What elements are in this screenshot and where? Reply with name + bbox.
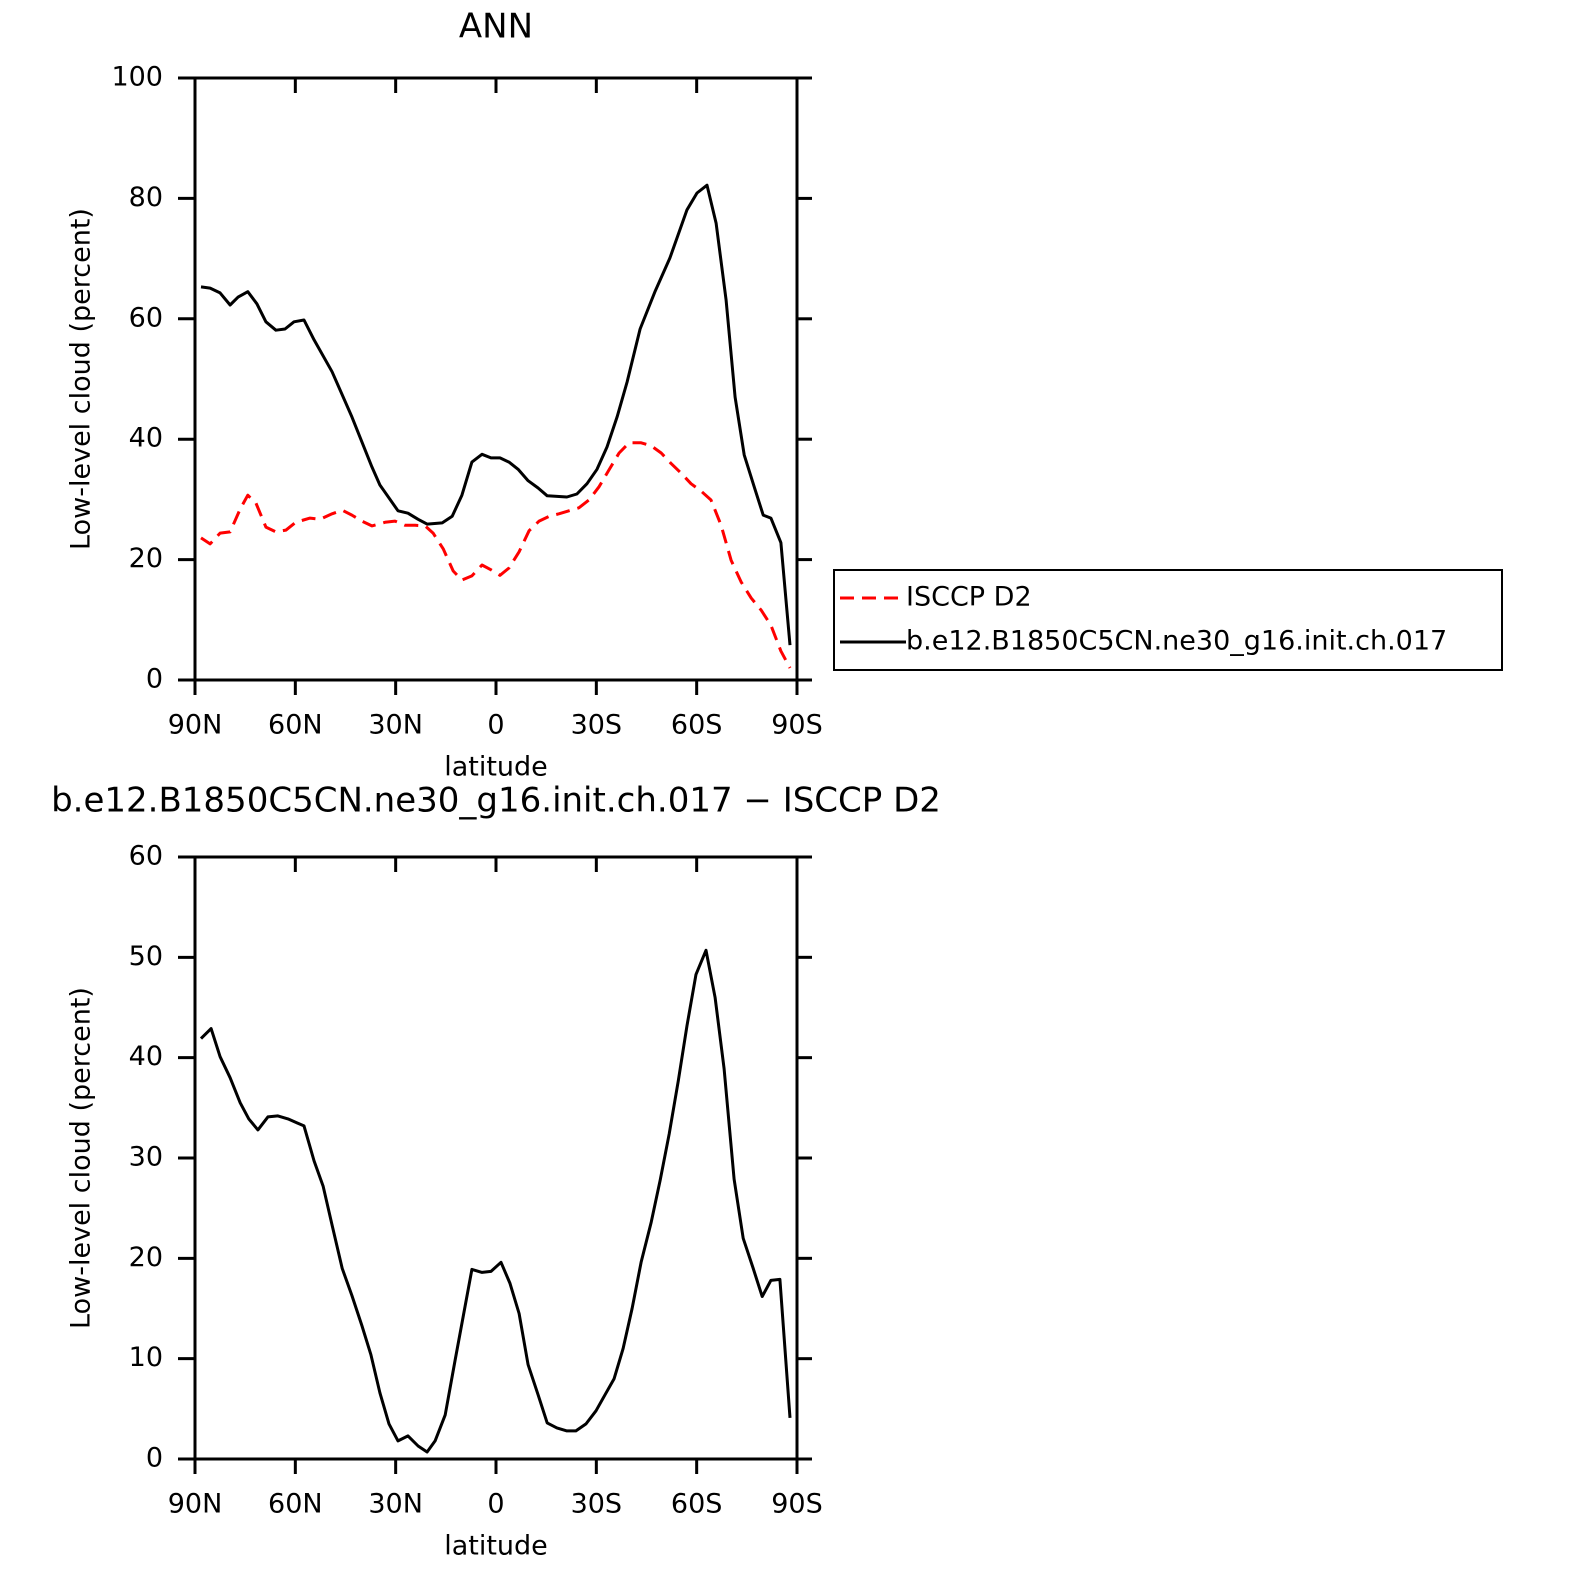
y-tick-label: 20 — [129, 543, 163, 574]
legend-label: ISCCP D2 — [906, 582, 1032, 613]
x-tick-label: 0 — [487, 710, 504, 741]
x-tick-label: 30N — [368, 1489, 423, 1520]
x-tick-label: 30S — [571, 1489, 623, 1520]
legend-label: b.e12.B1850C5CN.ne30_g16.init.ch.017 — [906, 626, 1447, 657]
x-tick-label: 30N — [368, 710, 423, 741]
x-tick-label: 60N — [268, 1489, 323, 1520]
chart-title: b.e12.B1850C5CN.ne30_g16.init.ch.017 − I… — [51, 781, 941, 821]
y-tick-label: 20 — [129, 1242, 163, 1273]
y-tick-label: 10 — [129, 1342, 163, 1373]
x-axis-label: latitude — [444, 752, 548, 783]
data-line — [199, 948, 792, 1454]
y-tick-label: 60 — [129, 841, 163, 872]
x-tick-label: 60S — [671, 710, 723, 741]
data-line — [200, 441, 792, 669]
plot-frame — [193, 855, 799, 1461]
x-tick-label: 90N — [168, 1489, 223, 1520]
x-tick-label: 90S — [771, 1489, 823, 1520]
y-axis-label: Low-level cloud (percent) — [66, 987, 97, 1329]
y-tick-label: 30 — [129, 1142, 163, 1173]
y-tick-label: 0 — [146, 1443, 163, 1474]
legend-box — [833, 569, 1503, 671]
x-tick-label: 60N — [268, 710, 323, 741]
y-tick-label: 80 — [129, 182, 163, 213]
x-tick-label: 0 — [487, 1489, 504, 1520]
chart-title: ANN — [459, 7, 533, 47]
data-line — [200, 183, 792, 646]
y-axis-label: Low-level cloud (percent) — [66, 208, 97, 550]
y-tick-label: 0 — [146, 664, 163, 695]
x-tick-label: 90N — [168, 710, 223, 741]
y-tick-label: 40 — [129, 1041, 163, 1072]
x-tick-label: 30S — [571, 710, 623, 741]
y-tick-label: 40 — [129, 423, 163, 454]
y-tick-label: 100 — [111, 62, 163, 93]
x-axis-label: latitude — [444, 1531, 548, 1562]
x-tick-label: 60S — [671, 1489, 723, 1520]
x-tick-label: 90S — [771, 710, 823, 741]
y-tick-label: 50 — [129, 941, 163, 972]
plot-frame — [193, 76, 799, 682]
y-tick-label: 60 — [129, 302, 163, 333]
